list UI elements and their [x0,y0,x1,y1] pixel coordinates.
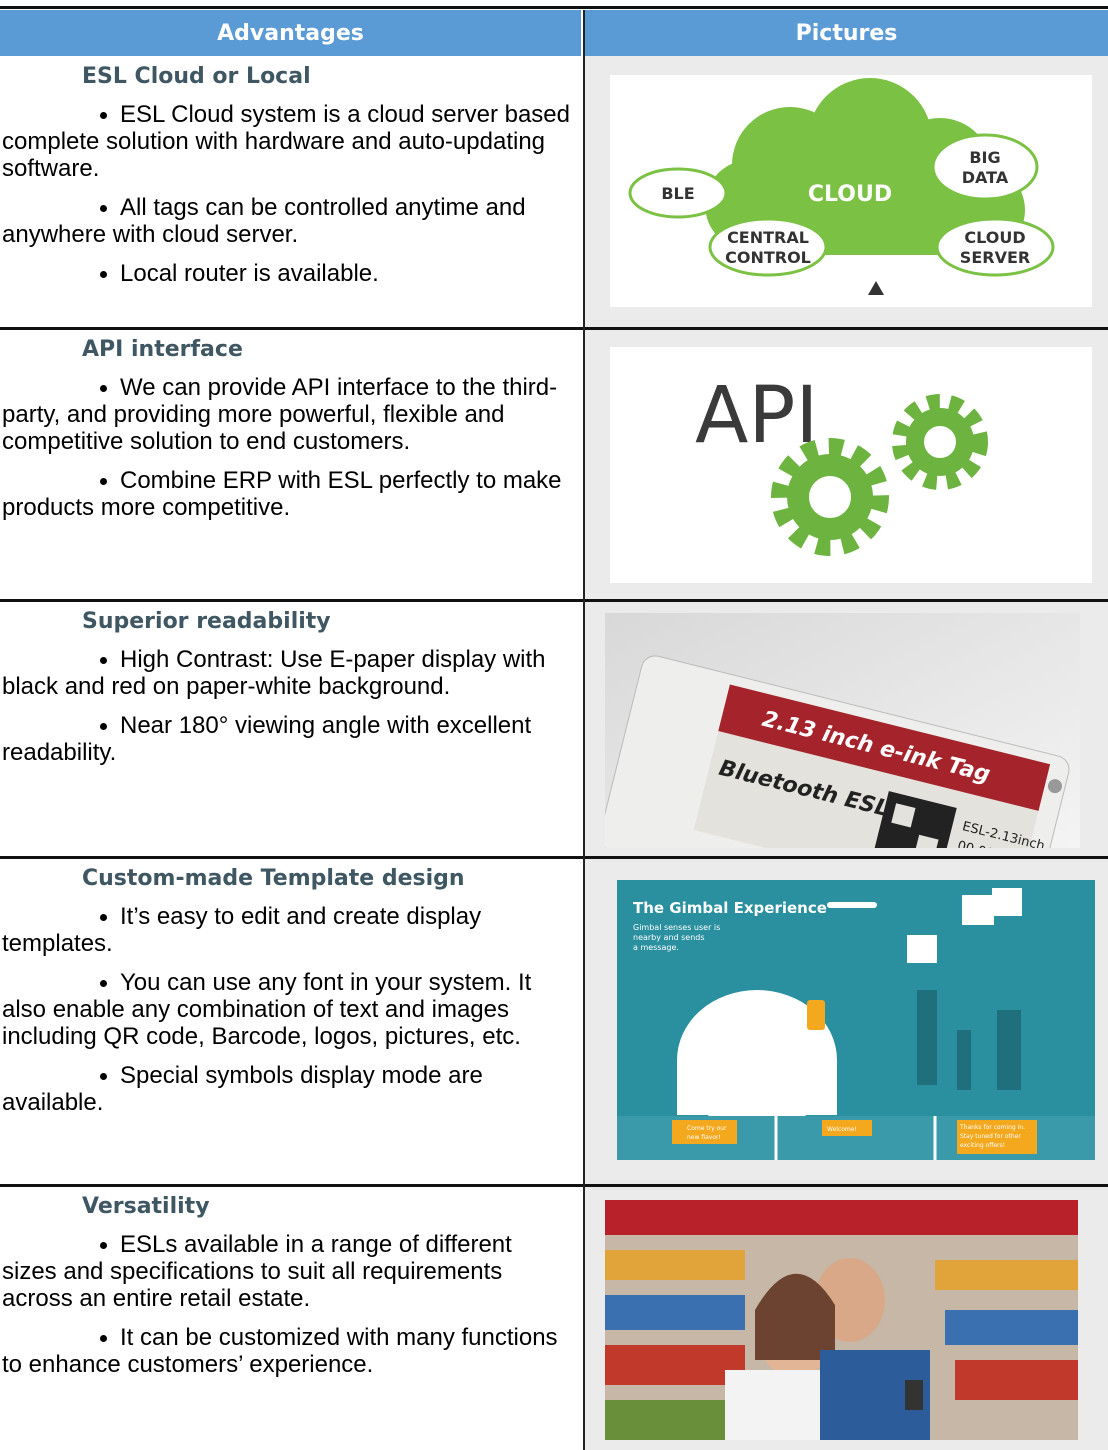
advantage-title: Custom-made Template design [82,866,465,891]
header-cell: Pictures [585,10,1108,56]
gimbal-picture: The Gimbal Experience Gimbal senses user… [617,880,1095,1160]
label: BLE [661,184,694,203]
label: Come try our [687,1125,727,1132]
label: The Gimbal Experience [633,899,827,917]
bullet-text: We can provide API interface to the thir… [2,374,558,455]
bullet-text: All tags can be controlled anytime and a… [2,194,526,248]
label: nearby and sends [633,933,705,942]
bullet-dot [100,205,107,212]
row-border [0,1184,1108,1187]
bullet-dot [100,657,107,664]
bullet-text: Special symbols display mode are availab… [2,1062,483,1116]
row-border [0,327,1108,330]
bullet-text: You can use any font in your system. It … [2,969,532,1050]
label: SERVER [960,248,1030,267]
bullet-text: High Contrast: Use E-paper display with … [2,646,546,700]
bullet-text: It can be customized with many functions… [2,1324,558,1378]
row-border [0,599,1108,602]
advantage-cell: Versatility ESLs available in a range of … [0,1186,578,1450]
bullet-text: Combine ERP with ESL perfectly to make p… [2,467,562,521]
advantage-title: ESL Cloud or Local [82,64,311,89]
bullet-dot [100,980,107,987]
bullet-dot [100,478,107,485]
bullet-dot [100,1335,107,1342]
cloud-picture: BLE CLOUD BIG DATA CENTRAL CONTROL CLOUD… [610,75,1092,307]
advantage-cell: Superior readability High Contrast: Use E… [0,601,578,858]
advantage-title: API interface [82,337,243,362]
advantage-cell: Custom-made Template design It’s easy to … [0,858,578,1186]
bullet-text: Local router is available. [2,260,570,287]
supermarket-picture [605,1200,1078,1440]
eink-picture: 2.13 inch e-ink Tag Bluetooth ESL ESL-2.… [605,613,1080,848]
bullet-dot [100,1242,107,1249]
label: Thanks for coming in. [959,1124,1025,1131]
border [0,6,1108,9]
advantage-title: Versatility [82,1194,210,1219]
label: CENTRAL [727,228,809,247]
label: BIG [969,148,1000,167]
bullet-dot [100,385,107,392]
label: Welcome! [827,1126,857,1133]
bullet-dot [100,723,107,730]
label: new flavor! [687,1134,721,1141]
bullet-text: ESL Cloud system is a cloud server based… [2,101,570,182]
row-border [0,856,1108,859]
advantage-title: Superior readability [82,609,331,634]
label: CONTROL [725,248,811,267]
bullet-dot [100,914,107,921]
bullet-dot [100,112,107,119]
label: a message. [633,943,679,952]
api-picture: API [610,347,1092,583]
header-cell: Advantages [0,10,581,56]
bullet-dot [100,1073,107,1080]
label: Stay tuned for other [960,1133,1021,1140]
bullet-text: It’s easy to edit and create display tem… [2,903,482,957]
label: CLOUD [964,228,1025,247]
label: exciting offers! [960,1142,1005,1149]
bullet-text: Near 180° viewing angle with excellent r… [2,712,532,766]
advantage-cell: API interface We can provide API interfac… [0,329,578,601]
label: DATA [962,168,1009,187]
bullet-dot [100,271,107,278]
label: Gimbal senses user is [633,923,720,932]
bullet-text: ESLs available in a range of different s… [2,1231,512,1312]
column-divider [583,10,585,1450]
advantage-cell: ESL Cloud or Local ESL Cloud system is a … [0,56,578,329]
label: API [695,371,818,461]
label: CLOUD [808,182,892,207]
